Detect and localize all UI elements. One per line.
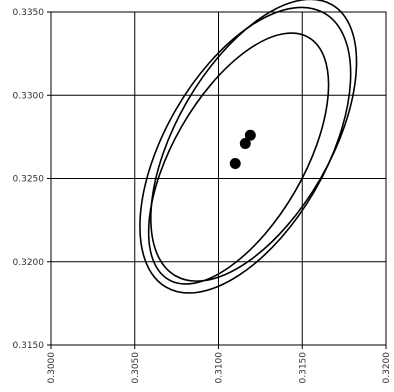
- y-tick-label: 0.3250: [13, 175, 45, 185]
- ellipse: [139, 6, 352, 294]
- x-tick-label: 0.3200: [382, 352, 392, 384]
- y-tick-label: 0.3300: [13, 91, 45, 101]
- data-point: [229, 158, 241, 170]
- x-tick-label: 0.3150: [298, 352, 308, 384]
- y-tick-label: 0.3200: [13, 258, 45, 268]
- x-tick-label: 0.3050: [131, 352, 141, 384]
- y-tick-label: 0.3150: [13, 341, 45, 351]
- ellipses: [139, 0, 358, 294]
- x-tick-label: 0.3100: [215, 352, 225, 384]
- data-point: [239, 138, 251, 150]
- data-points: [229, 129, 256, 170]
- ellipse: [147, 32, 330, 285]
- ellipse: [150, 0, 358, 282]
- x-tick-label: 0.3000: [47, 352, 57, 384]
- grid: [47, 11, 387, 349]
- y-tick-labels: 0.3150 0.3200 0.3250 0.3300 0.3350: [13, 8, 45, 351]
- y-tick-label: 0.3350: [13, 8, 45, 18]
- plot-frame: [50, 11, 387, 346]
- x-tick-labels: 0.3000 0.3050 0.3100 0.3150 0.3200: [47, 352, 392, 384]
- data-point: [244, 129, 256, 141]
